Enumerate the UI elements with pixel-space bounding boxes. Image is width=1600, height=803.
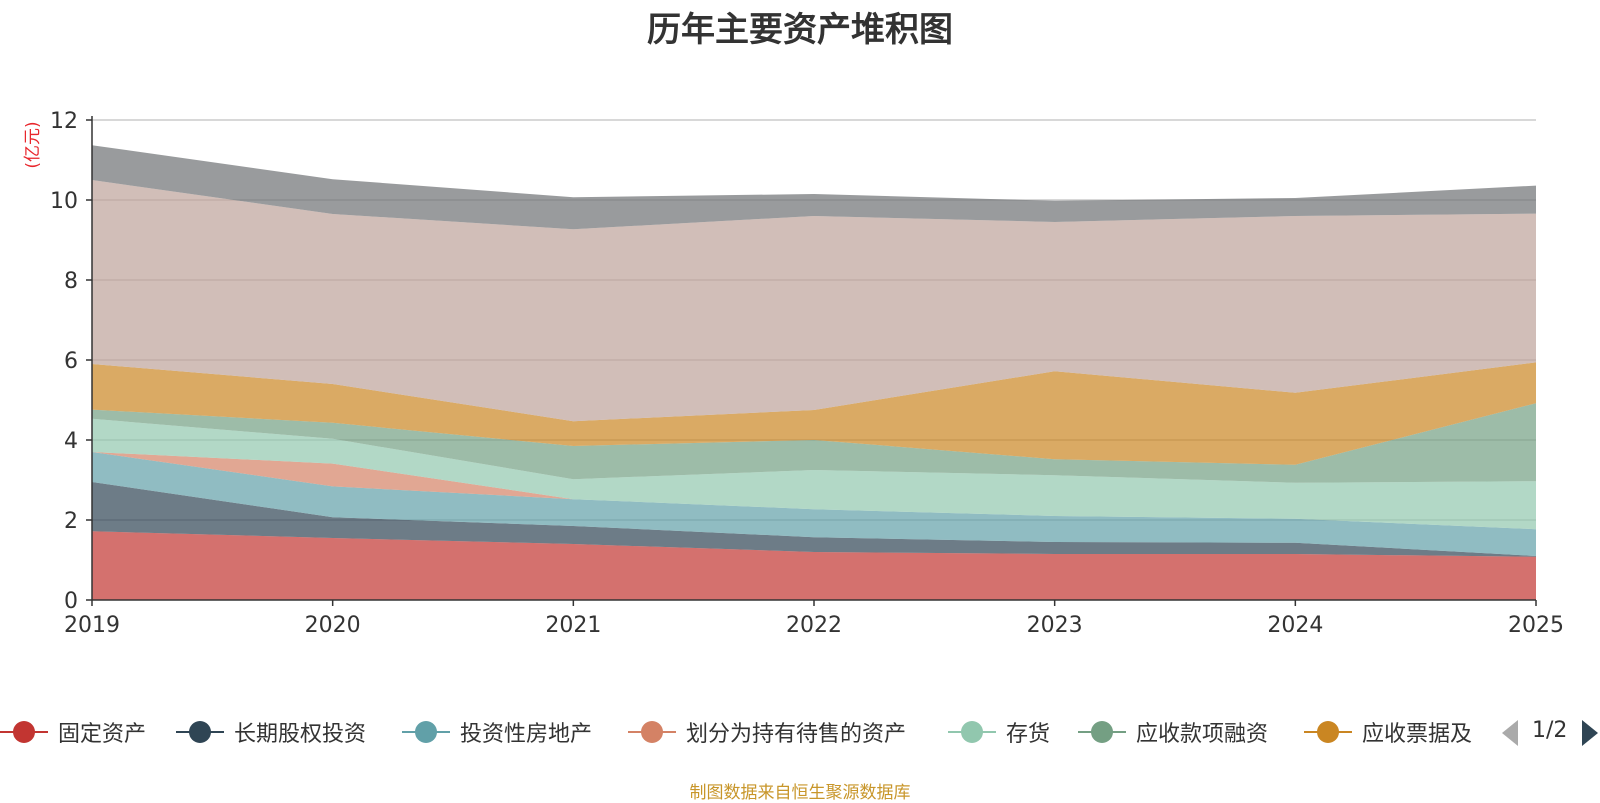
legend-label: 划分为持有待售的资产 xyxy=(686,722,907,747)
y-tick-label: 0 xyxy=(64,589,78,614)
area-series xyxy=(92,145,1536,600)
legend-next-page-icon[interactable] xyxy=(1582,720,1598,746)
legend-page-indicator: 1/2 xyxy=(1532,718,1568,743)
legend-marker-icon xyxy=(948,712,996,752)
x-tick-label: 2025 xyxy=(1508,613,1564,638)
legend-prev-page-icon[interactable] xyxy=(1502,720,1518,746)
x-tick-label: 2021 xyxy=(545,613,601,638)
area-series-6[interactable] xyxy=(92,403,1536,483)
chart-title: 历年主要资产堆积图 xyxy=(647,10,953,50)
y-tick-label: 4 xyxy=(64,429,78,454)
legend-pager: 1/2 xyxy=(1498,712,1600,752)
legend-label: 应收款项融资 xyxy=(1136,722,1269,747)
legend-item[interactable]: 固定资产 xyxy=(0,712,146,752)
legend-item[interactable]: 划分为持有待售的资产 xyxy=(628,712,906,752)
y-tick-label: 10 xyxy=(50,189,78,214)
y-tick-label: 12 xyxy=(50,109,78,134)
legend-item[interactable]: 投资性房地产 xyxy=(402,712,592,752)
legend-label: 固定资产 xyxy=(58,722,147,747)
legend-marker-icon xyxy=(0,712,48,752)
legend-marker-icon xyxy=(1304,712,1352,752)
area-series-5[interactable] xyxy=(92,418,1536,530)
legend: 固定资产 长期股权投资 投资性房地产 划分为持有待售的资产 存货 应收款项融资 应收票据及 xyxy=(0,712,1600,752)
x-tick-label: 2020 xyxy=(305,613,361,638)
x-tick-label: 2024 xyxy=(1267,613,1323,638)
y-axis-unit-label: (亿元) xyxy=(23,121,43,168)
area-series-4[interactable] xyxy=(92,452,1536,530)
legend-marker-icon xyxy=(628,712,676,752)
x-tick-label: 2019 xyxy=(64,613,120,638)
legend-item[interactable]: 应收票据及 xyxy=(1304,712,1472,752)
area-series-3[interactable] xyxy=(92,452,1536,556)
y-tick-label: 6 xyxy=(64,349,78,374)
area-series-7[interactable] xyxy=(92,362,1536,465)
legend-marker-icon xyxy=(1078,712,1126,752)
legend-marker-icon xyxy=(176,712,224,752)
legend-label: 长期股权投资 xyxy=(234,722,367,747)
legend-marker-icon xyxy=(402,712,450,752)
legend-label: 投资性房地产 xyxy=(460,722,593,747)
x-tick-label: 2023 xyxy=(1027,613,1083,638)
source-note: 制图数据来自恒生聚源数据库 xyxy=(689,783,911,803)
axes: 0 2 4 6 8 10 12 2019 2020 2021 2022 2023 2024 2025 xyxy=(50,109,1564,638)
area-series-1[interactable] xyxy=(92,531,1536,600)
legend-label: 应收票据及 xyxy=(1362,722,1473,747)
area-series-9[interactable] xyxy=(92,145,1536,230)
legend-item[interactable]: 应收款项融资 xyxy=(1078,712,1268,752)
y-tick-label: 2 xyxy=(64,509,78,534)
legend-item[interactable]: 长期股权投资 xyxy=(176,712,366,752)
legend-label: 存货 xyxy=(1006,722,1051,747)
area-series-2[interactable] xyxy=(92,482,1536,557)
y-tick-label: 8 xyxy=(64,269,78,294)
area-series-8[interactable] xyxy=(92,180,1536,422)
legend-item[interactable]: 存货 xyxy=(948,712,1050,752)
x-tick-label: 2022 xyxy=(786,613,842,638)
